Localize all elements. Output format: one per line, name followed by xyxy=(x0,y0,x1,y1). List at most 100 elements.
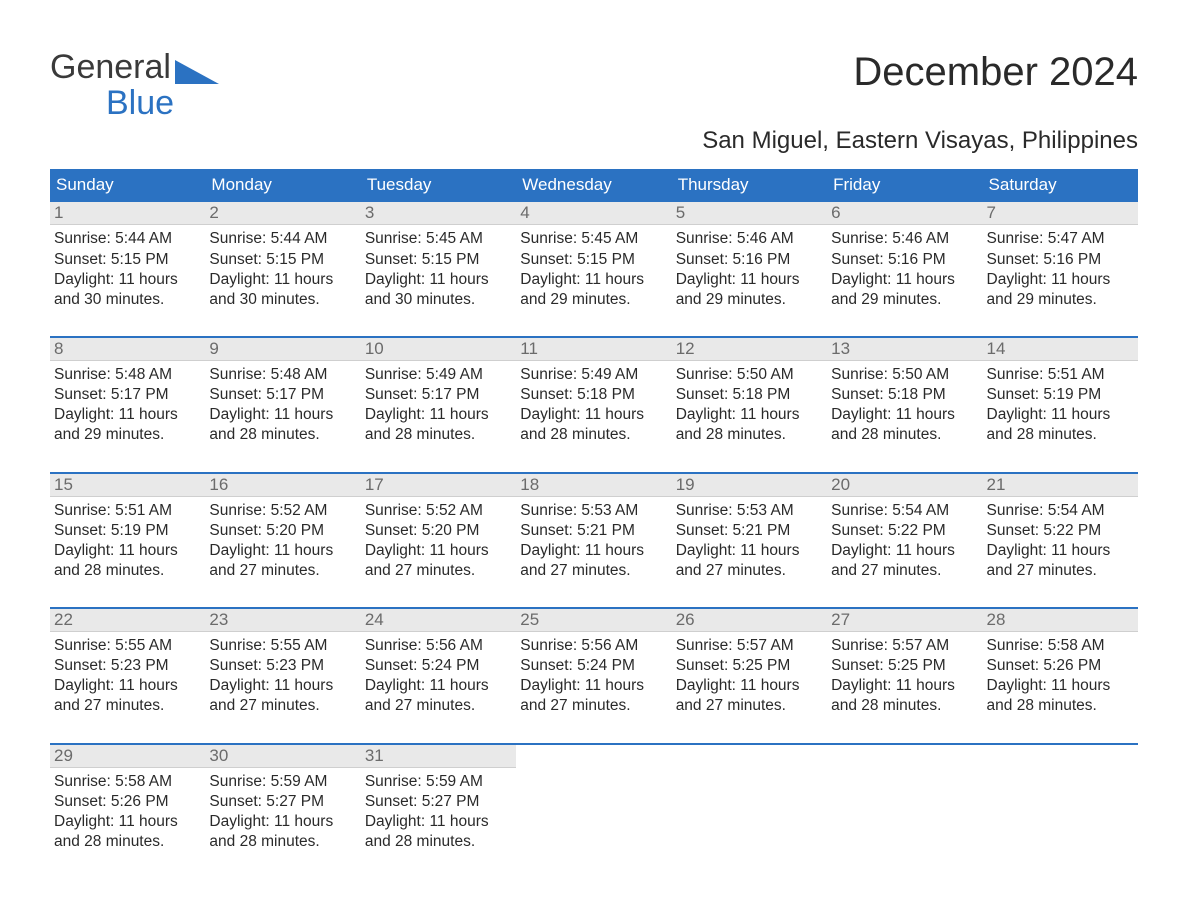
day-details: Sunrise: 5:59 AMSunset: 5:27 PMDaylight:… xyxy=(361,768,516,857)
day-number: 8 xyxy=(50,338,205,361)
sunrise-line: Sunrise: 5:57 AM xyxy=(831,636,978,656)
daylight-line: Daylight: 11 hours and 27 minutes. xyxy=(54,676,201,716)
day-number: 14 xyxy=(983,338,1138,361)
calendar-week: 29Sunrise: 5:58 AMSunset: 5:26 PMDayligh… xyxy=(50,743,1138,857)
sunset-line: Sunset: 5:15 PM xyxy=(365,250,512,270)
sunset-line: Sunset: 5:25 PM xyxy=(831,656,978,676)
day-number: 21 xyxy=(983,474,1138,497)
dow-tuesday: Tuesday xyxy=(361,169,516,202)
calendar-week: 15Sunrise: 5:51 AMSunset: 5:19 PMDayligh… xyxy=(50,472,1138,586)
calendar-day: 10Sunrise: 5:49 AMSunset: 5:17 PMDayligh… xyxy=(361,338,516,450)
dow-saturday: Saturday xyxy=(983,169,1138,202)
day-details: Sunrise: 5:44 AMSunset: 5:15 PMDaylight:… xyxy=(50,225,205,314)
calendar-day: 6Sunrise: 5:46 AMSunset: 5:16 PMDaylight… xyxy=(827,202,982,314)
sunrise-line: Sunrise: 5:54 AM xyxy=(831,501,978,521)
calendar-day: 19Sunrise: 5:53 AMSunset: 5:21 PMDayligh… xyxy=(672,474,827,586)
day-details: Sunrise: 5:54 AMSunset: 5:22 PMDaylight:… xyxy=(827,497,982,586)
sunset-line: Sunset: 5:18 PM xyxy=(831,385,978,405)
sunrise-line: Sunrise: 5:52 AM xyxy=(365,501,512,521)
dow-wednesday: Wednesday xyxy=(516,169,671,202)
sunrise-line: Sunrise: 5:50 AM xyxy=(676,365,823,385)
day-number: 19 xyxy=(672,474,827,497)
sunset-line: Sunset: 5:16 PM xyxy=(676,250,823,270)
sunrise-line: Sunrise: 5:57 AM xyxy=(676,636,823,656)
day-details: Sunrise: 5:52 AMSunset: 5:20 PMDaylight:… xyxy=(205,497,360,586)
daylight-line: Daylight: 11 hours and 29 minutes. xyxy=(520,270,667,310)
day-details: Sunrise: 5:49 AMSunset: 5:17 PMDaylight:… xyxy=(361,361,516,450)
day-number: 29 xyxy=(50,745,205,768)
calendar-day: 5Sunrise: 5:46 AMSunset: 5:16 PMDaylight… xyxy=(672,202,827,314)
daylight-line: Daylight: 11 hours and 28 minutes. xyxy=(365,405,512,445)
sunset-line: Sunset: 5:27 PM xyxy=(209,792,356,812)
calendar-day: 20Sunrise: 5:54 AMSunset: 5:22 PMDayligh… xyxy=(827,474,982,586)
sunset-line: Sunset: 5:26 PM xyxy=(987,656,1134,676)
day-details: Sunrise: 5:59 AMSunset: 5:27 PMDaylight:… xyxy=(205,768,360,857)
sunrise-line: Sunrise: 5:49 AM xyxy=(365,365,512,385)
day-details: Sunrise: 5:49 AMSunset: 5:18 PMDaylight:… xyxy=(516,361,671,450)
day-number: 10 xyxy=(361,338,516,361)
sunset-line: Sunset: 5:19 PM xyxy=(54,521,201,541)
sunrise-line: Sunrise: 5:46 AM xyxy=(831,229,978,249)
calendar-day: 1Sunrise: 5:44 AMSunset: 5:15 PMDaylight… xyxy=(50,202,205,314)
daylight-line: Daylight: 11 hours and 28 minutes. xyxy=(365,812,512,852)
sunrise-line: Sunrise: 5:58 AM xyxy=(987,636,1134,656)
sunrise-line: Sunrise: 5:44 AM xyxy=(209,229,356,249)
day-details: Sunrise: 5:56 AMSunset: 5:24 PMDaylight:… xyxy=(516,632,671,721)
sunrise-line: Sunrise: 5:59 AM xyxy=(365,772,512,792)
sunrise-line: Sunrise: 5:58 AM xyxy=(54,772,201,792)
day-details: Sunrise: 5:52 AMSunset: 5:20 PMDaylight:… xyxy=(361,497,516,586)
sunset-line: Sunset: 5:18 PM xyxy=(520,385,667,405)
calendar-day: 21Sunrise: 5:54 AMSunset: 5:22 PMDayligh… xyxy=(983,474,1138,586)
calendar-day: 24Sunrise: 5:56 AMSunset: 5:24 PMDayligh… xyxy=(361,609,516,721)
calendar-day: .. xyxy=(516,745,671,857)
day-number: 11 xyxy=(516,338,671,361)
sunset-line: Sunset: 5:24 PM xyxy=(365,656,512,676)
daylight-line: Daylight: 11 hours and 27 minutes. xyxy=(831,541,978,581)
day-number: 23 xyxy=(205,609,360,632)
day-details: Sunrise: 5:44 AMSunset: 5:15 PMDaylight:… xyxy=(205,225,360,314)
day-details: Sunrise: 5:58 AMSunset: 5:26 PMDaylight:… xyxy=(983,632,1138,721)
daylight-line: Daylight: 11 hours and 27 minutes. xyxy=(676,541,823,581)
day-details: Sunrise: 5:58 AMSunset: 5:26 PMDaylight:… xyxy=(50,768,205,857)
daylight-line: Daylight: 11 hours and 27 minutes. xyxy=(209,676,356,716)
day-details: Sunrise: 5:57 AMSunset: 5:25 PMDaylight:… xyxy=(672,632,827,721)
sunset-line: Sunset: 5:22 PM xyxy=(831,521,978,541)
day-details: Sunrise: 5:51 AMSunset: 5:19 PMDaylight:… xyxy=(50,497,205,586)
day-number: 28 xyxy=(983,609,1138,632)
page-subtitle: San Miguel, Eastern Visayas, Philippines xyxy=(50,127,1138,155)
dow-friday: Friday xyxy=(827,169,982,202)
day-details: Sunrise: 5:54 AMSunset: 5:22 PMDaylight:… xyxy=(983,497,1138,586)
calendar-day: 18Sunrise: 5:53 AMSunset: 5:21 PMDayligh… xyxy=(516,474,671,586)
sunset-line: Sunset: 5:21 PM xyxy=(520,521,667,541)
calendar-day: 3Sunrise: 5:45 AMSunset: 5:15 PMDaylight… xyxy=(361,202,516,314)
day-details: Sunrise: 5:50 AMSunset: 5:18 PMDaylight:… xyxy=(827,361,982,450)
sunset-line: Sunset: 5:16 PM xyxy=(987,250,1134,270)
calendar-day: 7Sunrise: 5:47 AMSunset: 5:16 PMDaylight… xyxy=(983,202,1138,314)
calendar-week: 8Sunrise: 5:48 AMSunset: 5:17 PMDaylight… xyxy=(50,336,1138,450)
sunrise-line: Sunrise: 5:44 AM xyxy=(54,229,201,249)
daylight-line: Daylight: 11 hours and 28 minutes. xyxy=(831,676,978,716)
day-number: 22 xyxy=(50,609,205,632)
daylight-line: Daylight: 11 hours and 27 minutes. xyxy=(365,676,512,716)
daylight-line: Daylight: 11 hours and 27 minutes. xyxy=(365,541,512,581)
sunrise-line: Sunrise: 5:56 AM xyxy=(520,636,667,656)
dow-header-row: Sunday Monday Tuesday Wednesday Thursday… xyxy=(50,169,1138,202)
calendar-week: 22Sunrise: 5:55 AMSunset: 5:23 PMDayligh… xyxy=(50,607,1138,721)
day-details: Sunrise: 5:46 AMSunset: 5:16 PMDaylight:… xyxy=(672,225,827,314)
day-number: 24 xyxy=(361,609,516,632)
daylight-line: Daylight: 11 hours and 28 minutes. xyxy=(676,405,823,445)
daylight-line: Daylight: 11 hours and 30 minutes. xyxy=(54,270,201,310)
day-number: 18 xyxy=(516,474,671,497)
daylight-line: Daylight: 11 hours and 30 minutes. xyxy=(365,270,512,310)
logo-line1: General xyxy=(50,50,171,86)
calendar-day: 27Sunrise: 5:57 AMSunset: 5:25 PMDayligh… xyxy=(827,609,982,721)
calendar-day: 28Sunrise: 5:58 AMSunset: 5:26 PMDayligh… xyxy=(983,609,1138,721)
sunrise-line: Sunrise: 5:48 AM xyxy=(54,365,201,385)
sunset-line: Sunset: 5:16 PM xyxy=(831,250,978,270)
day-details: Sunrise: 5:45 AMSunset: 5:15 PMDaylight:… xyxy=(516,225,671,314)
calendar-day: 9Sunrise: 5:48 AMSunset: 5:17 PMDaylight… xyxy=(205,338,360,450)
logo: General Blue xyxy=(50,50,219,121)
day-number: 17 xyxy=(361,474,516,497)
day-details: Sunrise: 5:57 AMSunset: 5:25 PMDaylight:… xyxy=(827,632,982,721)
sunrise-line: Sunrise: 5:50 AM xyxy=(831,365,978,385)
